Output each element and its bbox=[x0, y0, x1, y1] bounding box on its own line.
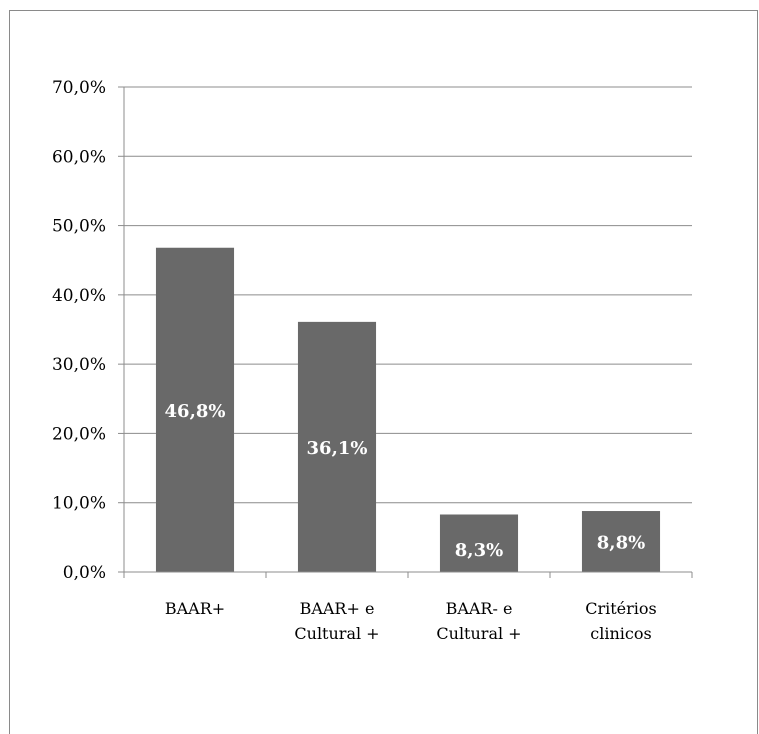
data-label: 8,3% bbox=[455, 540, 503, 561]
y-tick-label: 50,0% bbox=[52, 217, 106, 237]
y-tick-label: 30,0% bbox=[52, 355, 106, 375]
data-label: 46,8% bbox=[165, 401, 226, 422]
x-category-label: BAAR+ bbox=[165, 599, 225, 618]
data-label: 36,1% bbox=[307, 438, 368, 459]
axes bbox=[118, 86, 693, 578]
x-category-label: BAAR- e Cultural + bbox=[436, 599, 521, 643]
bar bbox=[581, 511, 661, 572]
bar bbox=[439, 514, 519, 572]
y-tick-label: 70,0% bbox=[52, 78, 106, 98]
y-tick-label: 40,0% bbox=[52, 286, 106, 306]
y-tick-label: 60,0% bbox=[52, 147, 106, 167]
y-tick-label: 0,0% bbox=[63, 563, 106, 583]
x-category-label: Critérios clinicos bbox=[585, 599, 657, 643]
chart-frame bbox=[9, 10, 758, 734]
labels: 0,0% 10,0% 20,0% 30,0% 40,0% 50,0% 60,0% 70,0% 4… bbox=[52, 78, 657, 643]
y-tick-label: 20,0% bbox=[52, 424, 106, 444]
x-category-label: BAAR+ e Cultural + bbox=[294, 599, 379, 643]
data-label: 8,8% bbox=[597, 533, 645, 554]
bars bbox=[155, 247, 661, 572]
y-tick-label: 10,0% bbox=[52, 494, 106, 514]
bar bbox=[155, 247, 235, 572]
bar bbox=[297, 321, 377, 572]
